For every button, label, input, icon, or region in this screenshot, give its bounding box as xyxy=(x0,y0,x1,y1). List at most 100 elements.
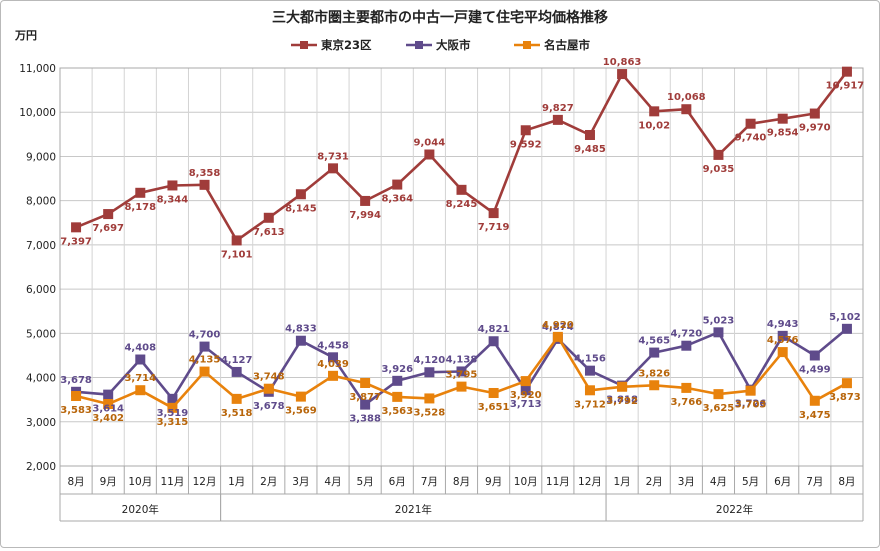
series-0-data-label: 9,970 xyxy=(799,123,831,134)
series-2-point xyxy=(199,366,210,377)
series-1-data-label: 4,833 xyxy=(285,324,317,335)
series-0-point xyxy=(328,163,339,174)
series-2-point xyxy=(295,391,306,402)
series-2-data-label: 4,039 xyxy=(317,359,349,370)
series-2-data-label: 3,518 xyxy=(221,408,253,419)
series-1-point xyxy=(360,399,371,410)
series-2-point xyxy=(713,389,724,400)
series-2-point xyxy=(360,377,371,388)
series-1-point xyxy=(295,335,306,346)
series-0-data-label: 8,358 xyxy=(189,168,221,179)
series-1-point xyxy=(681,340,692,351)
x-tick-label: 4月 xyxy=(324,476,341,488)
series-0-data-label: 10,02 xyxy=(638,120,670,131)
series-1-point xyxy=(328,352,339,363)
series-2-point xyxy=(681,382,692,393)
series-1-point xyxy=(841,323,852,334)
series-0-point xyxy=(617,69,628,80)
series-1-point xyxy=(392,375,403,386)
series-2-data-label: 3,402 xyxy=(92,413,124,424)
series-0-point xyxy=(745,118,756,129)
series-0-data-label: 9,485 xyxy=(574,144,606,155)
series-2-point xyxy=(135,385,146,396)
series-0-data-label: 10,917 xyxy=(826,81,865,92)
series-0-data-label: 7,613 xyxy=(253,227,285,238)
series-1-data-label: 3,713 xyxy=(510,399,542,410)
x-tick-label: 3月 xyxy=(292,476,309,488)
x-tick-label: 6月 xyxy=(389,476,406,488)
series-0-point xyxy=(584,129,595,140)
series-0-point xyxy=(135,187,146,198)
x-tick-label: 12月 xyxy=(193,476,217,488)
series-1-point xyxy=(167,393,178,404)
series-2-point xyxy=(649,380,660,391)
series-0-data-label: 8,245 xyxy=(446,199,478,210)
series-1-data-label: 3,726 xyxy=(735,399,767,410)
series-1-data-label: 4,127 xyxy=(221,355,253,366)
series-1-data-label: 4,458 xyxy=(317,340,349,351)
series-2-data-label: 3,873 xyxy=(829,392,861,403)
y-axis-unit-label: 万円 xyxy=(14,29,37,42)
series-2-data-label: 4,576 xyxy=(767,335,799,346)
series-1-data-label: 4,499 xyxy=(799,364,831,375)
legend-marker-0 xyxy=(300,41,308,49)
y-tick-label: 10,000 xyxy=(19,107,56,119)
x-tick-label: 9月 xyxy=(100,476,117,488)
series-1-data-label: 3,519 xyxy=(157,408,189,419)
series-2-point xyxy=(520,376,531,387)
series-1-point xyxy=(649,347,660,358)
y-tick-label: 3,000 xyxy=(26,417,56,429)
series-0-point xyxy=(424,149,435,160)
x-tick-label: 1月 xyxy=(228,476,245,488)
series-0-point xyxy=(103,209,114,220)
series-0-data-label: 10,068 xyxy=(667,92,706,103)
series-0-data-label: 9,592 xyxy=(510,139,542,150)
series-2-data-label: 3,766 xyxy=(671,397,703,408)
year-label: 2020年 xyxy=(122,503,159,516)
chart-title: 三大都市圏主要都市の中古一戸建て住宅平均価格推移 xyxy=(272,9,608,26)
series-1-point xyxy=(456,366,467,377)
series-1-point xyxy=(713,327,724,338)
x-tick-label: 1月 xyxy=(614,476,631,488)
series-2-data-label: 3,703 xyxy=(735,400,767,411)
plot-area-border xyxy=(59,67,864,467)
series-0-data-label: 9,044 xyxy=(414,137,446,148)
y-tick-label: 2,000 xyxy=(26,461,56,473)
series-0-point xyxy=(263,212,274,223)
series-0-point xyxy=(777,113,788,124)
series-0-data-label: 9,035 xyxy=(703,164,735,175)
x-tick-label: 3月 xyxy=(678,476,695,488)
series-0-point xyxy=(231,235,242,246)
series-2-data-label: 3,651 xyxy=(478,402,510,413)
series-2-point xyxy=(456,381,467,392)
series-0-point xyxy=(360,195,371,206)
x-tick-label: 12月 xyxy=(578,476,602,488)
series-1-data-label: 3,678 xyxy=(253,401,285,412)
series-2-data-label: 3,795 xyxy=(446,370,478,381)
series-2-data-label: 4,920 xyxy=(542,320,574,331)
series-0-point xyxy=(71,222,82,233)
series-2-data-label: 3,748 xyxy=(253,372,285,383)
legend-label-0: 東京23区 xyxy=(321,38,372,52)
x-tick-label: 11月 xyxy=(546,476,570,488)
series-2-data-label: 3,714 xyxy=(124,373,156,384)
series-0-data-label: 8,145 xyxy=(285,203,317,214)
y-tick-label: 4,000 xyxy=(26,373,56,385)
series-1-data-label: 4,821 xyxy=(478,324,510,335)
x-tick-label: 8月 xyxy=(838,476,855,488)
series-0-data-label: 7,994 xyxy=(349,210,381,221)
series-2-data-label: 3,625 xyxy=(703,403,735,414)
series-0-point xyxy=(488,208,499,219)
series-2-point xyxy=(392,391,403,402)
series-0-data-label: 8,344 xyxy=(157,194,189,205)
x-tick-label: 5月 xyxy=(357,476,374,488)
series-1-data-label: 5,102 xyxy=(829,312,861,323)
series-2-point xyxy=(552,331,563,342)
series-1-data-label: 3,926 xyxy=(381,364,413,375)
series-1-point xyxy=(231,366,242,377)
series-2-data-label: 3,563 xyxy=(381,406,413,417)
x-tick-label: 9月 xyxy=(485,476,502,488)
series-0-data-label: 8,364 xyxy=(381,194,413,205)
